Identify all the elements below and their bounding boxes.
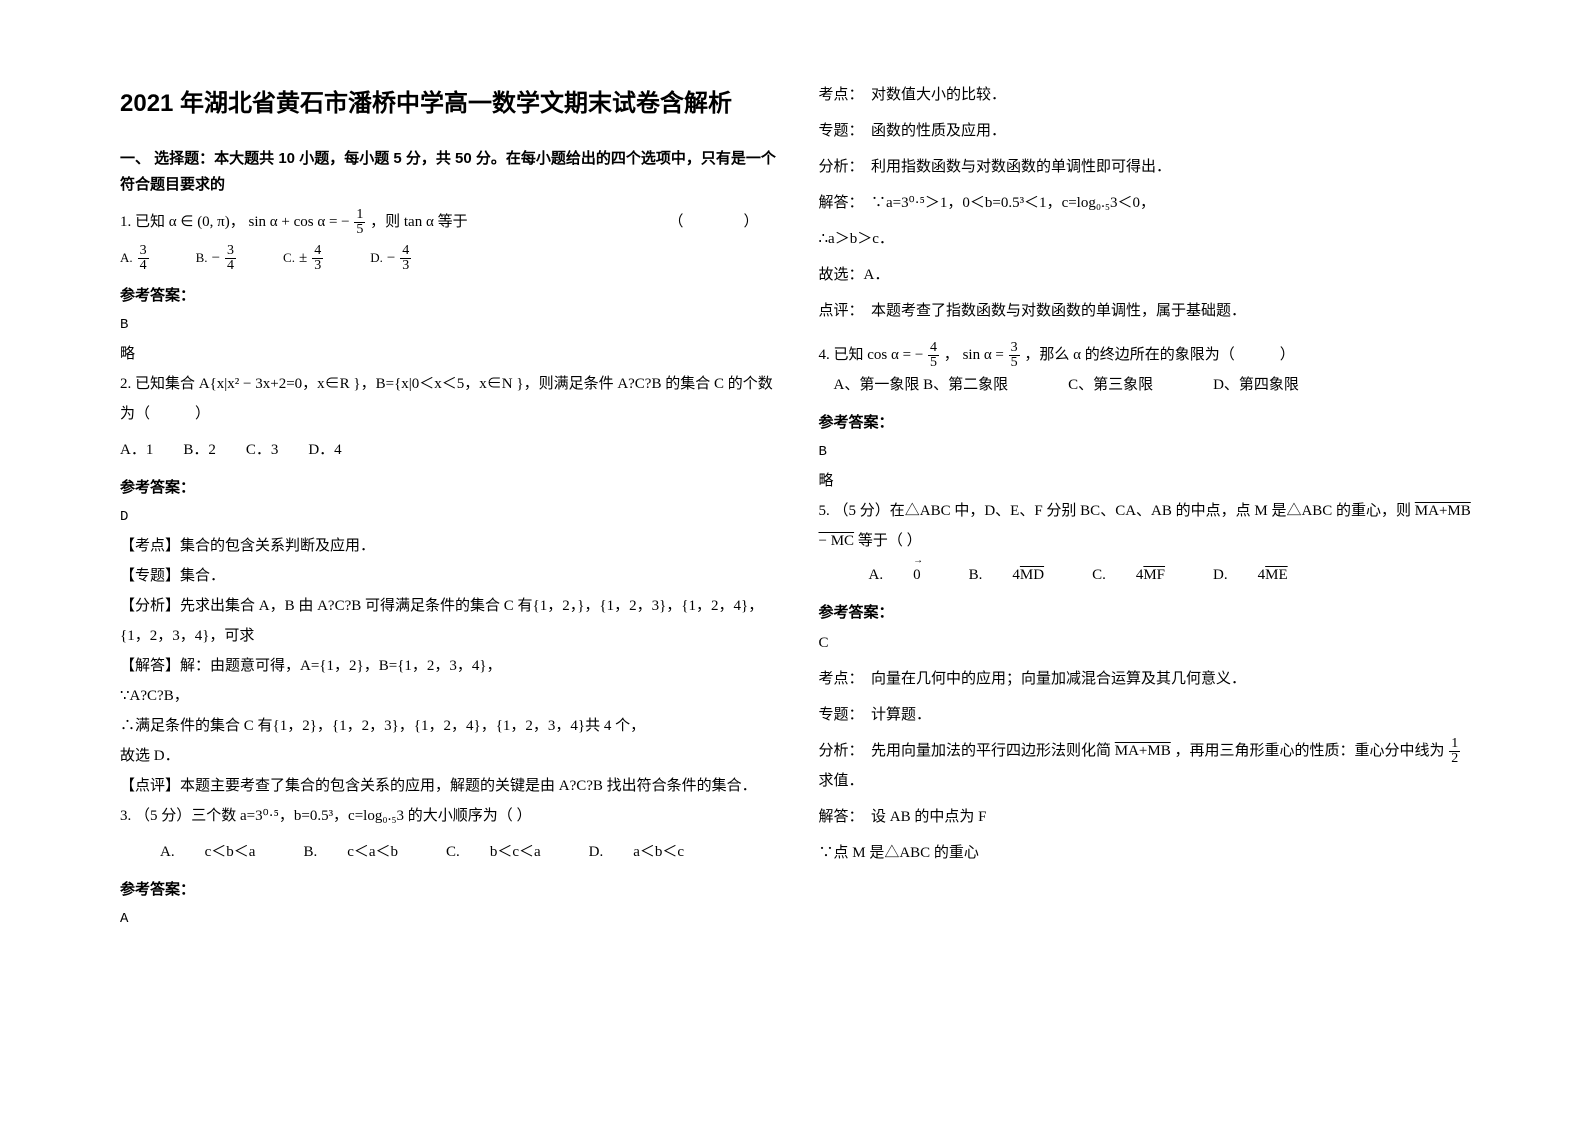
q3-options: A. c＜b＜a B. c＜a＜b C. b＜c＜a D. a＜b＜c <box>120 837 779 867</box>
q1-extra: 略 <box>120 339 779 369</box>
q2-text: 2. 已知集合 A{x|x² − 3x+2=0，x∈R }，B={x|0＜x＜5… <box>120 369 779 429</box>
q4-extra: 略 <box>819 466 1478 496</box>
q2-analysis-6: ∴满足条件的集合 C 有{1，2}，{1，2，3}，{1，2，4}，{1，2，3… <box>120 711 779 741</box>
q3-optB[interactable]: B. c＜a＜b <box>303 837 398 867</box>
q1-frac: 1 5 <box>354 208 365 237</box>
q1-optA[interactable]: A. 34 <box>120 244 150 273</box>
q2-answer: D <box>120 503 779 531</box>
q5-optA[interactable]: A. 0 <box>869 560 921 590</box>
q5-answer: C <box>819 628 1478 658</box>
q2-analysis-2: 【专题】集合． <box>120 561 779 591</box>
q4-prefix: 4. 已知 <box>819 347 864 363</box>
q4-options[interactable]: A、第一象限 B、第二象限 C、第三象限 D、第四象限 <box>819 370 1478 400</box>
q3-optD[interactable]: D. a＜b＜c <box>589 837 684 867</box>
q1-options: A. 34 B. − 34 C. ± 43 D. − 43 <box>120 243 779 273</box>
q5-sol-frac: 12 <box>1449 737 1460 766</box>
q3-sol-3: 分析： 利用指数函数与对数函数的单调性即可得出． <box>819 152 1478 182</box>
q5-sol-vec: MA+MB <box>1115 743 1171 759</box>
q5-sol-5: ∵点 M 是△ABC 的重心 <box>819 838 1478 868</box>
q1-optB[interactable]: B. − 34 <box>196 243 237 273</box>
q1-prefix: 1. 已知 <box>120 214 165 230</box>
q1-optC[interactable]: C. ± 43 <box>283 243 324 273</box>
q5-optD[interactable]: D. 4ME <box>1213 560 1288 590</box>
q2-answer-label: 参考答案： <box>120 473 779 503</box>
q3-sol-6: 故选：A． <box>819 260 1478 290</box>
q1-answer-label: 参考答案： <box>120 281 779 311</box>
q1-answer: B <box>120 311 779 339</box>
q5-optB[interactable]: B. 4MD <box>969 560 1044 590</box>
q3-text: 3. （5 分）三个数 a=3⁰·⁵，b=0.5³，c=log₀.₅3 的大小顺… <box>120 801 779 831</box>
q2-analysis-4: 【解答】解：由题意可得，A={1，2}，B={1，2，3，4}， <box>120 651 779 681</box>
q2-options[interactable]: A．1 B．2 C．3 D．4 <box>120 435 779 465</box>
q1-tail: ，则 tan α 等于 <box>370 214 467 230</box>
left-column: 2021 年湖北省黄石市潘桥中学高一数学文期末试卷含解析 一、 选择题：本大题共… <box>100 80 799 1082</box>
q1-eq: sin α + cos α = − <box>249 214 350 230</box>
paper-title: 2021 年湖北省黄石市潘桥中学高一数学文期末试卷含解析 <box>120 80 779 128</box>
q2-analysis-7: 故选 D． <box>120 741 779 771</box>
section-head: 一、 选择题：本大题共 10 小题，每小题 5 分，共 50 分。在每小题给出的… <box>120 146 779 197</box>
q3-sol-5: ∴a＞b＞c． <box>819 224 1478 254</box>
q1-optD[interactable]: D. − 43 <box>370 243 412 273</box>
q3-sol-4: 解答： ∵a=3⁰·⁵＞1，0＜b=0.5³＜1，c=log₀.₅3＜0， <box>819 188 1478 218</box>
q5-tail: 等于（ ） <box>858 533 922 549</box>
q4-cos: cos α = − <box>867 347 923 363</box>
q3-answer-label: 参考答案： <box>120 875 779 905</box>
q5-sol-2: 专题： 计算题． <box>819 700 1478 730</box>
q2-analysis-8: 【点评】本题主要考查了集合的包含关系的应用，解题的关键是由 A?C?B 找出符合… <box>120 771 779 801</box>
q3-sol-7: 点评： 本题考查了指数函数与对数函数的单调性，属于基础题． <box>819 296 1478 326</box>
q4-answer: B <box>819 438 1478 466</box>
q3-sol-1: 考点： 对数值大小的比较． <box>819 80 1478 110</box>
q3-optC[interactable]: C. b＜c＜a <box>446 837 541 867</box>
q4-tail: ，那么 α 的终边所在的象限为（ ） <box>1024 347 1294 363</box>
q4-answer-label: 参考答案： <box>819 408 1478 438</box>
q1: 1. 已知 α ∈ (0, π)， sin α + cos α = − 1 5 … <box>120 207 779 237</box>
q1-cond2: ， <box>230 214 245 230</box>
q2-analysis-1: 【考点】集合的包含关系判断及应用． <box>120 531 779 561</box>
q3-sol-2: 专题： 函数的性质及应用． <box>819 116 1478 146</box>
q5-sol-1: 考点： 向量在几何中的应用；向量加减混合运算及其几何意义． <box>819 664 1478 694</box>
q4-sin: sin α = <box>963 347 1008 363</box>
q1-paren: （ ） <box>668 207 758 237</box>
q3-answer: A <box>120 905 779 933</box>
q5-sol-3: 分析： 先用向量加法的平行四边形法则化简 MA+MB ，再用三角形重心的性质：重… <box>819 736 1478 796</box>
q4: 4. 已知 cos α = − 45 ， sin α = 35 ，那么 α 的终… <box>819 340 1478 370</box>
q1-cond1: α ∈ (0, π) <box>169 214 230 230</box>
q3-optA[interactable]: A. c＜b＜a <box>160 837 255 867</box>
q4-cos-frac: 45 <box>928 341 939 370</box>
q5-answer-label: 参考答案： <box>819 598 1478 628</box>
right-column: 考点： 对数值大小的比较． 专题： 函数的性质及应用． 分析： 利用指数函数与对… <box>799 80 1498 1082</box>
q2-analysis-5: ∵A?C?B， <box>120 681 779 711</box>
q2-analysis-3: 【分析】先求出集合 A，B 由 A?C?B 可得满足条件的集合 C 有{1，2，… <box>120 591 779 651</box>
q5-text: 5. （5 分）在△ABC 中，D、E、F 分别 BC、CA、AB 的中点，点 … <box>819 503 1415 519</box>
q5-options: A. 0 B. 4MD C. 4MF D. 4ME <box>819 560 1478 590</box>
q5-optC[interactable]: C. 4MF <box>1092 560 1165 590</box>
q5-sol-4: 解答： 设 AB 的中点为 F <box>819 802 1478 832</box>
q5: 5. （5 分）在△ABC 中，D、E、F 分别 BC、CA、AB 的中点，点 … <box>819 496 1478 556</box>
q4-sin-frac: 35 <box>1009 341 1020 370</box>
